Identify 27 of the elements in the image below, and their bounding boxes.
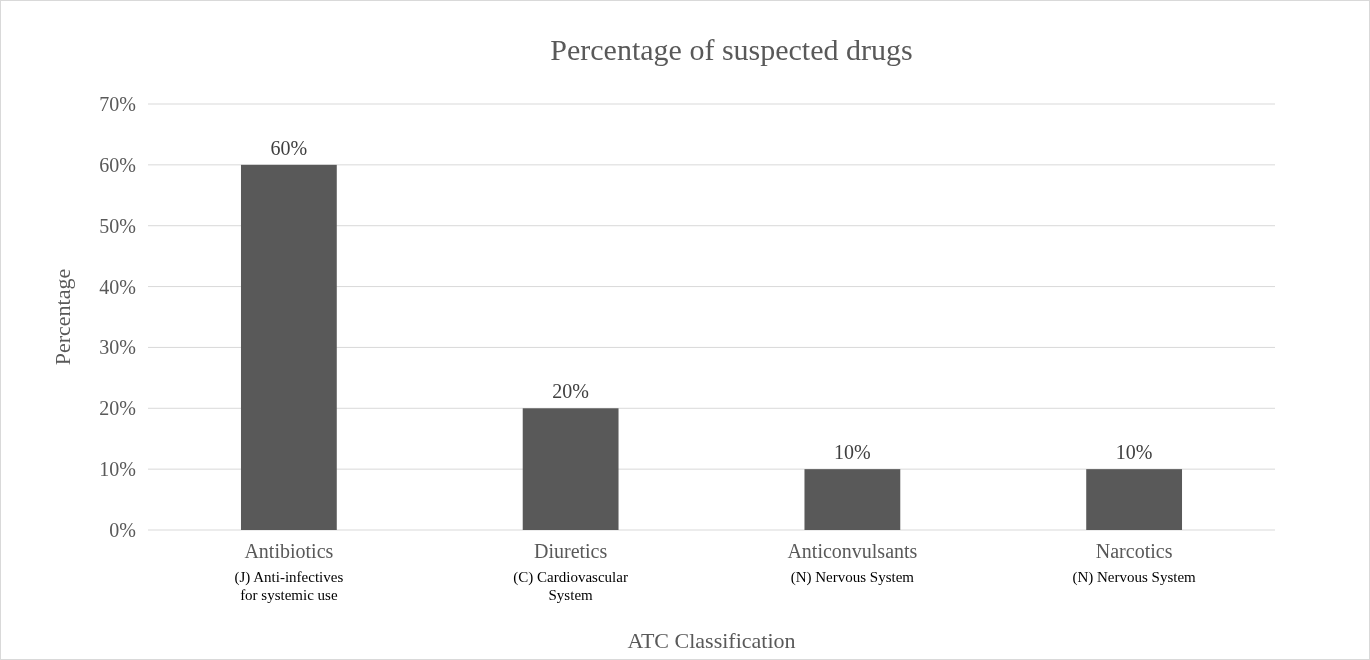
y-tick-label: 40% bbox=[99, 275, 136, 298]
data-label: 20% bbox=[552, 380, 589, 403]
chart-title: Percentage of suspected drugs bbox=[550, 33, 913, 66]
data-label: 10% bbox=[1115, 441, 1153, 464]
text: (C) Cardiovascular System bbox=[513, 569, 628, 603]
text: (N) Nervous System bbox=[1072, 569, 1197, 586]
bar bbox=[804, 469, 901, 530]
text: (J) Anti-infectives for systemic use bbox=[234, 569, 344, 603]
bar bbox=[1086, 469, 1183, 530]
y-tick-label: 20% bbox=[99, 397, 136, 420]
y-axis-title: Percentage bbox=[50, 268, 75, 366]
y-tick-label: 0% bbox=[109, 519, 136, 541]
y-tick-label: 60% bbox=[99, 153, 136, 176]
x-tick-label: Narcotics bbox=[1095, 540, 1173, 562]
x-axis-title: ATC Classification bbox=[627, 628, 796, 653]
x-tick-label: Antibiotics bbox=[244, 540, 334, 562]
y-tick-label: 10% bbox=[99, 458, 136, 481]
data-label: 10% bbox=[834, 441, 871, 464]
bar bbox=[522, 408, 619, 530]
data-label: 60% bbox=[270, 136, 308, 159]
x-tick-label: Anticonvulsants bbox=[787, 540, 918, 562]
x-tick-label: Diuretics bbox=[533, 540, 608, 562]
bar bbox=[240, 164, 337, 530]
y-tick-label: 70% bbox=[99, 93, 136, 115]
text: (N) Nervous System bbox=[790, 569, 915, 586]
y-tick-label: 30% bbox=[99, 336, 136, 359]
y-tick-label: 50% bbox=[99, 214, 136, 237]
